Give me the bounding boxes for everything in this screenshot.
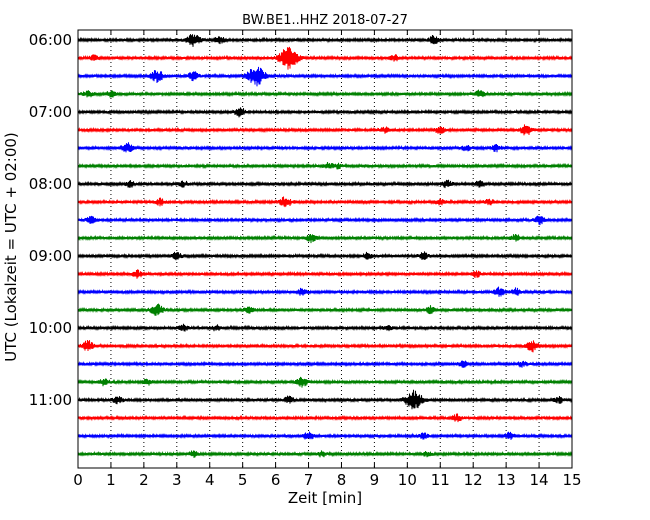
x-tick-label: 4 bbox=[205, 471, 215, 489]
trace-1000 bbox=[77, 323, 573, 332]
x-axis-label: Zeit [min] bbox=[288, 489, 362, 507]
seismogram-traces bbox=[77, 34, 573, 458]
trace-1115 bbox=[77, 413, 573, 423]
x-tick-label: 11 bbox=[431, 471, 450, 489]
plot-frame bbox=[77, 29, 573, 469]
y-tick-label: 07:00 bbox=[29, 103, 72, 121]
trace-0615 bbox=[77, 46, 573, 70]
y-tick-label: 06:00 bbox=[29, 31, 72, 49]
x-tick-labels: 0 1 2 3 4 5 6 7 8 9 10 11 12 13 14 15 bbox=[73, 471, 581, 489]
x-tick-label: 2 bbox=[139, 471, 149, 489]
trace-0645 bbox=[77, 89, 573, 98]
x-tick-label: 8 bbox=[337, 471, 347, 489]
trace-0815 bbox=[77, 196, 573, 208]
y-tick-labels: 06:00 07:00 08:00 09:00 10:00 11:00 bbox=[29, 31, 72, 409]
trace-0630 bbox=[77, 66, 573, 87]
trace-0915 bbox=[77, 269, 573, 279]
y-tick-label: 10:00 bbox=[29, 319, 72, 337]
axis-ticks bbox=[77, 30, 573, 468]
trace-0945 bbox=[77, 303, 573, 316]
trace-1145 bbox=[77, 450, 573, 458]
x-tick-label: 7 bbox=[304, 471, 314, 489]
x-tick-label: 10 bbox=[398, 471, 417, 489]
trace-0900 bbox=[77, 251, 573, 261]
trace-0700 bbox=[77, 107, 573, 118]
y-tick-label: 08:00 bbox=[29, 175, 72, 193]
trace-0930 bbox=[77, 286, 573, 297]
trace-0800 bbox=[77, 179, 573, 189]
y-axis-label: UTC (Lokalzeit = UTC + 02:00) bbox=[2, 132, 20, 362]
trace-0600 bbox=[77, 34, 573, 47]
x-tick-label: 3 bbox=[172, 471, 182, 489]
trace-0715 bbox=[77, 124, 573, 136]
x-tick-label: 5 bbox=[238, 471, 248, 489]
chart-title: BW.BE1..HHZ 2018-07-27 bbox=[242, 13, 408, 28]
trace-0745 bbox=[77, 161, 573, 170]
x-tick-label: 9 bbox=[370, 471, 380, 489]
x-tick-label: 13 bbox=[497, 471, 516, 489]
trace-1030 bbox=[77, 360, 573, 368]
x-tick-label: 14 bbox=[530, 471, 549, 489]
x-tick-label: 1 bbox=[106, 471, 116, 489]
trace-1045 bbox=[77, 376, 573, 388]
y-tick-label: 11:00 bbox=[29, 391, 72, 409]
trace-1100 bbox=[77, 389, 573, 410]
x-tick-label: 15 bbox=[562, 471, 581, 489]
x-tick-label: 6 bbox=[271, 471, 281, 489]
trace-1015 bbox=[77, 340, 573, 353]
y-tick-label: 09:00 bbox=[29, 247, 72, 265]
trace-0830 bbox=[77, 215, 573, 226]
x-tick-label: 12 bbox=[464, 471, 483, 489]
trace-1130 bbox=[77, 431, 573, 440]
trace-0845 bbox=[77, 234, 573, 244]
x-tick-label: 0 bbox=[73, 471, 83, 489]
trace-0730 bbox=[77, 142, 573, 153]
